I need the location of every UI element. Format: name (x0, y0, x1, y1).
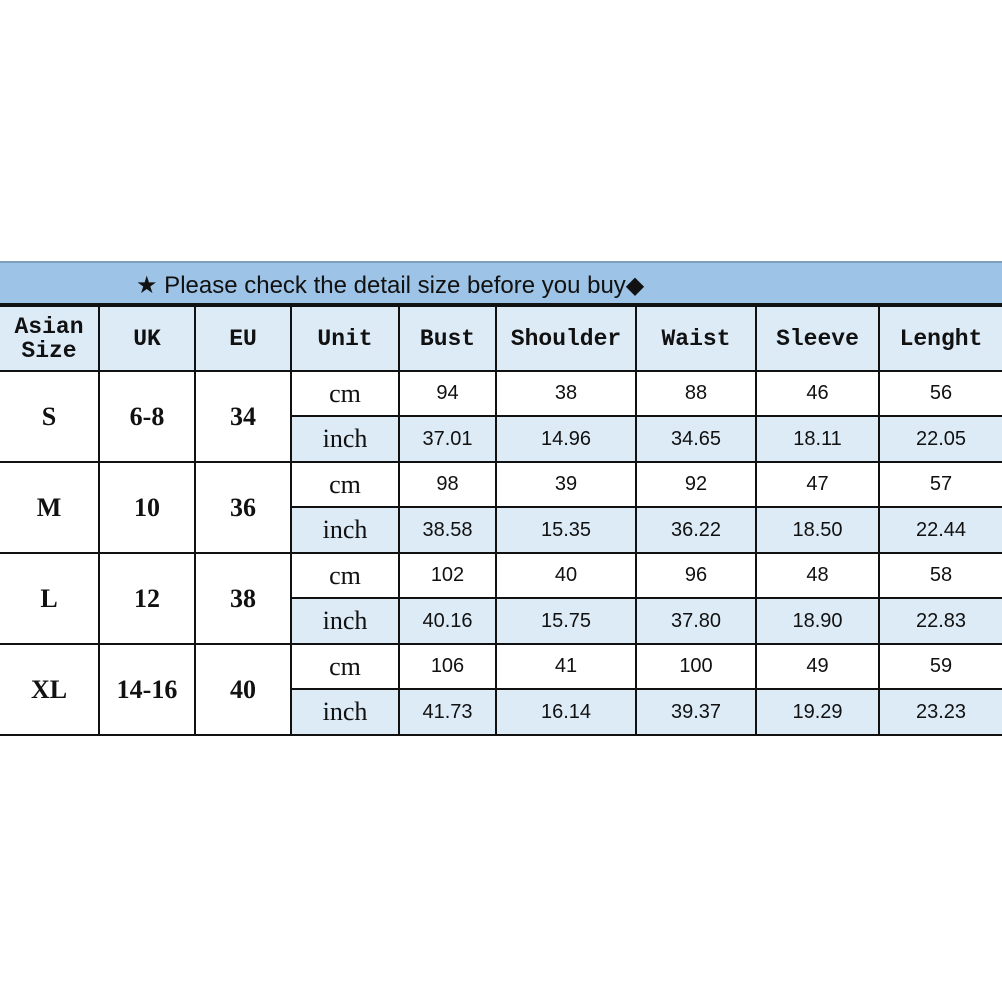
measurement-cell: 49 (755, 643, 880, 690)
measurement-cell: 38 (495, 370, 637, 417)
measurement-cell: 41.73 (398, 688, 497, 736)
unit-cell: cm (290, 552, 400, 599)
size-cell: L (0, 552, 100, 645)
unit-cell: inch (291, 506, 400, 554)
header-row: Asian Size UK EU Unit Bust Shoulder Waist Sleev… (0, 305, 1002, 372)
measurement-cell: 100 (635, 643, 757, 690)
measurement-cell: 102 (398, 552, 497, 599)
measurement-cell: 48 (755, 552, 880, 599)
table-row-inch: inch 40.16 15.75 37.80 18.90 22.83 (0, 597, 1002, 645)
measurement-cell: 18.90 (755, 597, 880, 645)
measurement-cell: 22.05 (878, 415, 1002, 463)
uk-size-cell: 10 (98, 461, 196, 554)
measurement-cell: 98 (398, 461, 497, 508)
eu-size-cell: 38 (194, 552, 292, 645)
unit-cell: cm (290, 370, 400, 417)
size-cell: XL (0, 643, 100, 736)
size-cell: M (0, 461, 100, 554)
table-row-cm: M 10 36 cm 98 39 92 47 57 (0, 461, 1002, 554)
measurement-cell: 34.65 (635, 415, 757, 463)
measurement-cell: 39.37 (635, 688, 757, 736)
measurement-cell: 39 (495, 461, 637, 508)
measurement-cell: 22.83 (878, 597, 1002, 645)
measurement-cell: 46 (755, 370, 880, 417)
column-header: Asian Size (0, 305, 100, 372)
unit-cell: inch (291, 688, 400, 736)
size-chart-title: ★ Please check the detail size before yo… (0, 261, 1002, 305)
table-row-cm: XL 14-16 40 cm 106 41 100 49 59 (0, 643, 1002, 736)
table-row-inch: inch 41.73 16.14 39.37 19.29 23.23 (0, 688, 1002, 736)
eu-size-cell: 36 (194, 461, 292, 554)
column-header: Sleeve (755, 305, 880, 372)
column-header: Unit (290, 305, 400, 372)
unit-cell: inch (291, 415, 400, 463)
table-row-cm: S 6-8 34 cm 94 38 88 46 56 (0, 370, 1002, 463)
measurement-cell: 37.80 (635, 597, 757, 645)
uk-size-cell: 14-16 (98, 643, 196, 736)
measurement-cell: 56 (878, 370, 1002, 417)
measurement-cell: 22.44 (878, 506, 1002, 554)
measurement-cell: 47 (755, 461, 880, 508)
measurement-cell: 40.16 (398, 597, 497, 645)
column-header: Lenght (878, 305, 1002, 372)
measurement-cell: 19.29 (755, 688, 880, 736)
unit-cell: cm (290, 461, 400, 508)
measurement-cell: 94 (398, 370, 497, 417)
measurement-cell: 18.11 (755, 415, 880, 463)
measurement-cell: 96 (635, 552, 757, 599)
table-row-inch: inch 37.01 14.96 34.65 18.11 22.05 (0, 415, 1002, 463)
table-row-inch: inch 38.58 15.35 36.22 18.50 22.44 (0, 506, 1002, 554)
size-chart: ★ Please check the detail size before yo… (0, 261, 1002, 736)
measurement-cell: 23.23 (878, 688, 1002, 736)
column-header: Shoulder (495, 305, 637, 372)
column-header: EU (194, 305, 292, 372)
uk-size-cell: 12 (98, 552, 196, 645)
measurement-cell: 18.50 (755, 506, 880, 554)
measurement-cell: 41 (495, 643, 637, 690)
column-header: UK (98, 305, 196, 372)
uk-size-cell: 6-8 (98, 370, 196, 463)
measurement-cell: 36.22 (635, 506, 757, 554)
unit-cell: cm (290, 643, 400, 690)
measurement-cell: 14.96 (495, 415, 637, 463)
measurement-cell: 106 (398, 643, 497, 690)
measurement-cell: 88 (635, 370, 757, 417)
measurement-cell: 16.14 (495, 688, 637, 736)
eu-size-cell: 34 (194, 370, 292, 463)
eu-size-cell: 40 (194, 643, 292, 736)
measurement-cell: 58 (878, 552, 1002, 599)
measurement-cell: 37.01 (398, 415, 497, 463)
measurement-cell: 40 (495, 552, 637, 599)
measurement-cell: 57 (878, 461, 1002, 508)
measurement-cell: 59 (878, 643, 1002, 690)
column-header: Waist (635, 305, 757, 372)
size-cell: S (0, 370, 100, 463)
measurement-cell: 15.75 (495, 597, 637, 645)
column-header: Bust (398, 305, 497, 372)
unit-cell: inch (291, 597, 400, 645)
measurement-cell: 38.58 (398, 506, 497, 554)
table-row-cm: L 12 38 cm 102 40 96 48 58 (0, 552, 1002, 645)
measurement-cell: 15.35 (495, 506, 637, 554)
measurement-cell: 92 (635, 461, 757, 508)
size-table: Asian Size UK EU Unit Bust Shoulder Waist Sleev… (0, 305, 1002, 736)
